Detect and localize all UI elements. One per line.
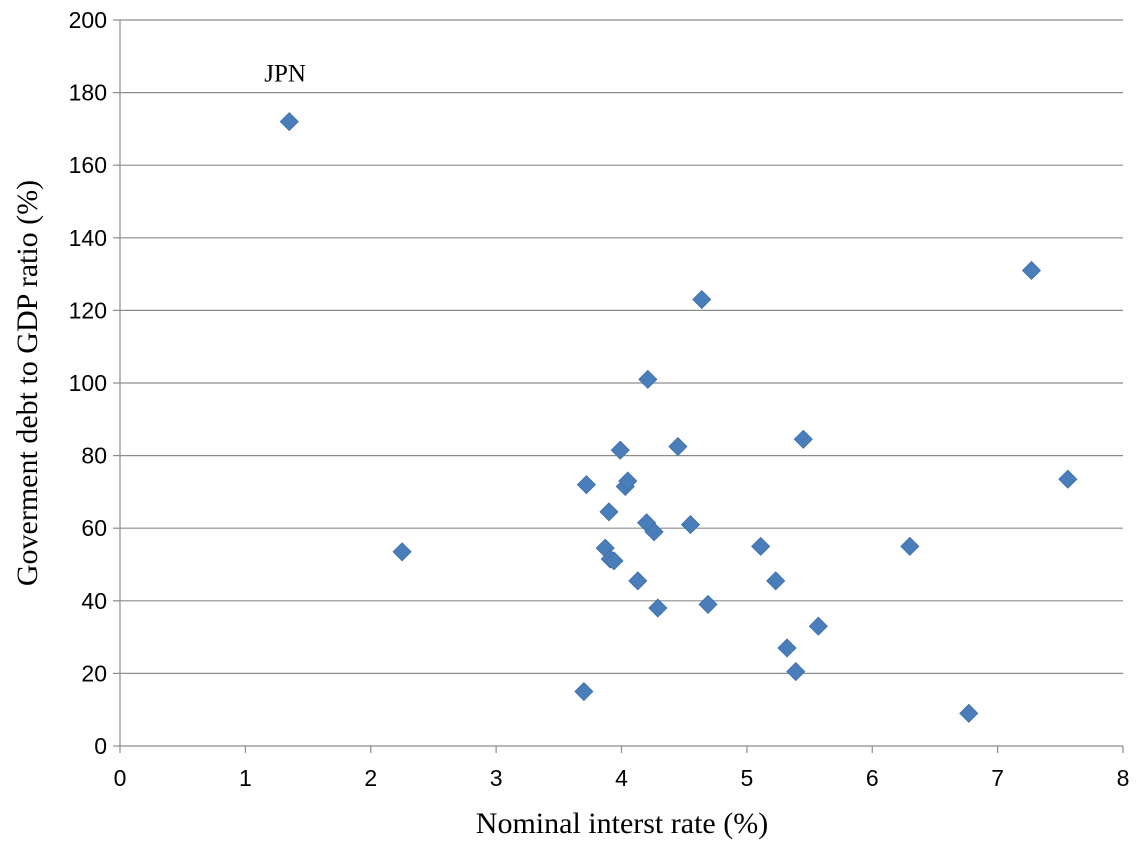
data-point — [610, 440, 630, 460]
data-point — [638, 369, 658, 389]
data-point — [777, 638, 797, 658]
x-axis-title: Nominal interst rate (%) — [476, 807, 768, 840]
data-point — [628, 571, 648, 591]
annotations: JPN — [264, 61, 306, 88]
y-tick-label: 140 — [69, 225, 107, 251]
data-points — [279, 112, 1078, 723]
y-axis-title: Goverment debt to GDP ratio (%) — [11, 180, 44, 586]
x-tick-label: 0 — [114, 765, 127, 791]
data-point — [751, 536, 771, 556]
annotation-label: JPN — [264, 61, 306, 88]
data-point — [392, 542, 412, 562]
data-point — [279, 112, 299, 132]
data-point — [793, 429, 813, 449]
y-tick-label: 80 — [81, 443, 107, 469]
data-point — [808, 616, 828, 636]
data-point — [959, 703, 979, 723]
x-tick-label: 8 — [1117, 765, 1130, 791]
x-tick-label: 3 — [490, 765, 503, 791]
data-point — [648, 598, 668, 618]
data-point — [1058, 469, 1078, 489]
x-tick-label: 1 — [239, 765, 252, 791]
y-tick-label: 40 — [81, 588, 107, 614]
y-tick-label: 100 — [69, 370, 107, 396]
y-tick-label: 60 — [81, 515, 107, 541]
y-tick-label: 180 — [69, 80, 107, 106]
y-tick-label: 0 — [94, 733, 107, 759]
data-point — [668, 436, 688, 457]
axes — [113, 19, 1124, 753]
y-tick-label: 200 — [69, 7, 107, 33]
data-point — [574, 681, 594, 702]
x-tick-label: 7 — [991, 765, 1004, 791]
data-point — [766, 571, 786, 591]
y-tick-label: 120 — [69, 297, 107, 323]
data-point — [900, 536, 920, 556]
x-tick-label: 5 — [740, 765, 753, 791]
data-point — [1021, 260, 1042, 281]
x-tick-label: 4 — [615, 765, 628, 791]
y-tick-label: 20 — [81, 660, 107, 686]
data-point — [680, 515, 701, 535]
y-tick-labels: 0 20 40 60 80 100 120 140 160 180 200 — [69, 7, 107, 759]
data-point — [599, 502, 619, 522]
data-point — [576, 475, 596, 495]
y-tick-label: 160 — [69, 152, 107, 178]
x-tick-labels: 0 1 2 3 4 5 6 7 8 — [114, 765, 1130, 791]
data-point — [698, 594, 718, 614]
x-tick-label: 6 — [866, 765, 879, 791]
data-point — [692, 289, 712, 310]
data-point — [618, 471, 638, 491]
data-point — [604, 551, 624, 571]
data-point — [786, 662, 806, 682]
data-point — [644, 522, 664, 542]
gridlines — [120, 19, 1123, 675]
x-tick-label: 2 — [364, 765, 377, 791]
